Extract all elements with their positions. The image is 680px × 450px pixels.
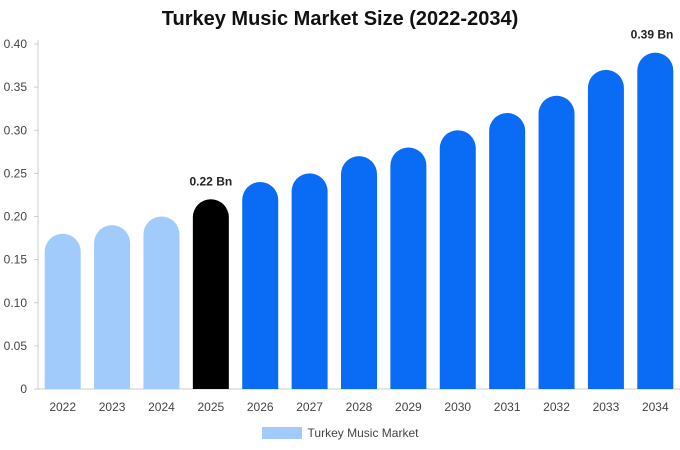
y-tick-label: 0.20 — [4, 210, 28, 224]
bar — [390, 147, 427, 389]
x-tick-label: 2031 — [494, 400, 521, 414]
y-tick-label: 0.25 — [4, 166, 28, 180]
x-tick-label: 2024 — [148, 400, 175, 414]
y-tick-label: 0.35 — [4, 80, 28, 94]
data-label: 0.39 Bn — [631, 28, 674, 42]
y-tick-label: 0.40 — [4, 37, 28, 51]
y-tick-label: 0.15 — [4, 253, 28, 267]
legend-label: Turkey Music Market — [307, 426, 419, 440]
y-tick-label: 0.05 — [4, 339, 28, 353]
bar — [242, 182, 279, 389]
bar — [192, 199, 229, 389]
x-tick-label: 2026 — [247, 400, 274, 414]
bar — [439, 130, 476, 390]
bar — [291, 173, 328, 389]
bar — [94, 225, 131, 389]
y-tick-label: 0 — [20, 382, 27, 396]
x-tick-label: 2032 — [543, 400, 570, 414]
bar — [637, 52, 674, 389]
legend: Turkey Music Market — [0, 426, 680, 440]
chart-title: Turkey Music Market Size (2022-2034) — [161, 8, 519, 30]
y-tick-label: 0.30 — [4, 123, 28, 137]
x-tick-label: 2033 — [593, 400, 620, 414]
x-tick-label: 2027 — [296, 400, 323, 414]
bar — [341, 156, 377, 389]
x-tick-label: 2029 — [395, 400, 422, 414]
x-tick-label: 2023 — [99, 400, 126, 414]
bar — [538, 95, 575, 389]
legend-swatch — [261, 427, 302, 439]
x-tick-label: 2028 — [346, 400, 373, 414]
y-tick-label: 0.10 — [4, 296, 28, 310]
bar — [489, 112, 526, 389]
x-tick-label: 2034 — [642, 400, 669, 414]
x-tick-label: 2025 — [197, 400, 224, 414]
x-tick-label: 2022 — [49, 400, 76, 414]
x-tick-label: 2030 — [444, 400, 471, 414]
data-label: 0.22 Bn — [190, 174, 233, 188]
bar — [143, 216, 180, 389]
bar — [587, 69, 624, 389]
bar — [44, 233, 81, 389]
